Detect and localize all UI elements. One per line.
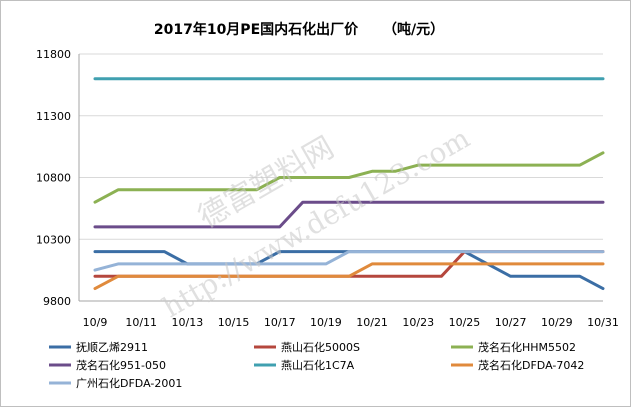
legend-label: 燕山石化5000S	[281, 340, 360, 354]
y-tick-label: 10300	[36, 233, 71, 246]
x-tick-label: 10/29	[541, 316, 573, 329]
x-tick-label: 10/13	[172, 316, 204, 329]
y-tick-label: 9800	[43, 295, 71, 308]
x-tick-label: 10/25	[449, 316, 481, 329]
series-line	[93, 262, 605, 291]
y-tick-label: 11800	[36, 48, 71, 61]
y-axis-ticks: 9800 10300 10800 11300 11800	[36, 48, 71, 308]
legend-label: 抚顺乙烯2911	[76, 340, 148, 354]
legend-label: 茂名石化HHM5502	[478, 340, 576, 354]
x-tick-label: 10/9	[83, 316, 108, 329]
x-tick-label: 10/19	[310, 316, 342, 329]
watermark: 德富塑料网 http://www.defu123.com	[157, 121, 475, 324]
chart-title-main: 2017年10月PE国内石化出厂价	[154, 21, 359, 38]
series-line	[93, 250, 605, 291]
series-line	[93, 250, 605, 272]
x-tick-label: 10/15	[218, 316, 250, 329]
series-lines	[93, 77, 605, 291]
legend-label: 广州石化DFDA-2001	[76, 376, 182, 390]
legend-label: 燕山石化1C7A	[281, 358, 355, 372]
x-tick-label: 10/27	[495, 316, 527, 329]
x-tick-label: 10/23	[402, 316, 434, 329]
legend-label: 茂名石化DFDA-7042	[478, 358, 584, 372]
x-tick-label: 10/21	[356, 316, 388, 329]
chart-title: 2017年10月PE国内石化出厂价 （吨/元）	[154, 21, 444, 38]
x-tick-label: 10/31	[587, 316, 619, 329]
legend: 抚顺乙烯2911 燕山石化5000S 茂名石化HHM5502 茂名石化951-050 燕…	[49, 340, 584, 390]
x-axis-ticks: 10/9 10/11 10/13 10/15 10/17 10/19 10/21 10/23 1…	[83, 316, 619, 329]
y-tick-label: 10800	[36, 172, 71, 185]
y-tick-label: 11300	[36, 110, 71, 123]
series-line	[93, 200, 605, 229]
legend-label: 茂名石化951-050	[76, 358, 166, 372]
x-tick-label: 10/17	[264, 316, 296, 329]
series-line	[93, 151, 605, 204]
chart-title-unit: （吨/元）	[383, 21, 444, 38]
x-tick-label: 10/11	[125, 316, 157, 329]
